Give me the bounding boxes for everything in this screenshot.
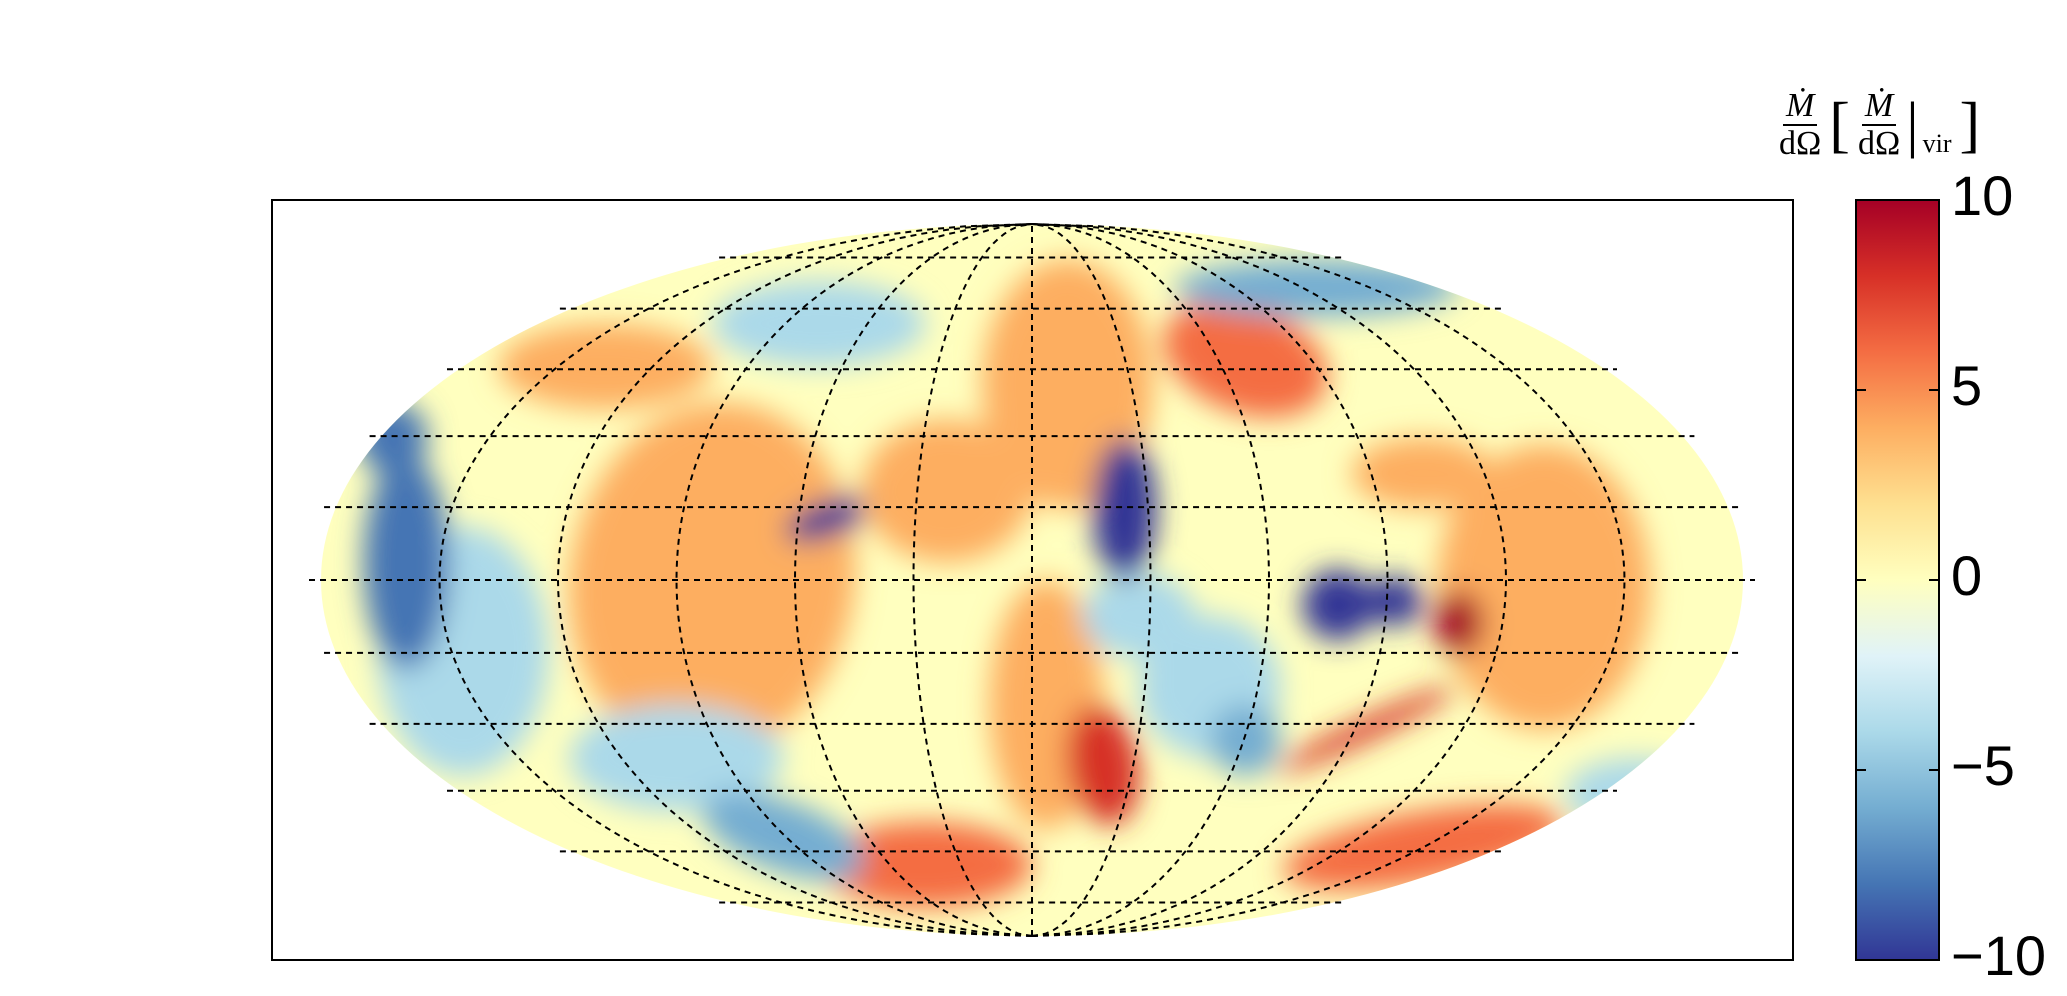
meridian <box>438 223 1033 937</box>
field-blob <box>1066 705 1140 826</box>
field-blob <box>1302 569 1374 641</box>
graticule <box>309 223 1755 937</box>
field-blob <box>1351 437 1495 509</box>
meridian <box>793 223 1033 937</box>
field-blob <box>356 402 428 474</box>
field-blob <box>1163 301 1328 418</box>
numerator: Ṁ <box>1782 88 1818 126</box>
field-blob <box>569 704 784 812</box>
colorbar-tick-label: 0 <box>1951 544 1982 607</box>
bracket: [ <box>1829 90 1850 159</box>
field-blob <box>1081 572 1196 659</box>
meridian <box>1031 223 1508 937</box>
meridian <box>912 223 1033 937</box>
numerator: Ṁ <box>1861 88 1897 126</box>
field-blob <box>363 455 449 669</box>
plot-frame <box>271 199 1794 961</box>
meridian <box>1031 223 1626 937</box>
field-blob <box>702 791 865 881</box>
meridian <box>1031 223 1152 937</box>
colorbar-tick-label: −5 <box>1951 734 2015 797</box>
field-blob <box>861 419 1032 563</box>
field-blob <box>712 280 926 367</box>
field-blob <box>1437 444 1651 730</box>
colorbar-tick-label: −10 <box>1951 924 2046 987</box>
field-blob <box>1433 590 1484 655</box>
meridian <box>556 223 1033 937</box>
colorbar-tick-label: 10 <box>1951 164 2013 227</box>
sky-map <box>321 224 1743 936</box>
field <box>356 259 1708 908</box>
bar: | <box>1906 90 1919 159</box>
field-blob <box>1092 437 1157 580</box>
field-blob <box>1209 704 1281 776</box>
denominator: dΩ <box>1779 124 1822 162</box>
field-blob <box>785 497 867 542</box>
denominator: dΩ <box>1857 124 1901 162</box>
colorbar <box>1855 199 1940 961</box>
field-blob <box>1174 259 1459 317</box>
field-blob <box>1282 804 1564 890</box>
field-blob <box>498 323 713 410</box>
colorbar-tick-label: 5 <box>1951 354 1982 417</box>
meridian <box>1031 223 1271 937</box>
field-blob <box>1565 758 1708 830</box>
bracket: ] <box>1959 90 1981 159</box>
subscript: vir <box>1922 129 1952 159</box>
field-blob <box>568 402 856 758</box>
field-blob <box>1366 576 1424 627</box>
field-blob <box>1275 686 1457 773</box>
